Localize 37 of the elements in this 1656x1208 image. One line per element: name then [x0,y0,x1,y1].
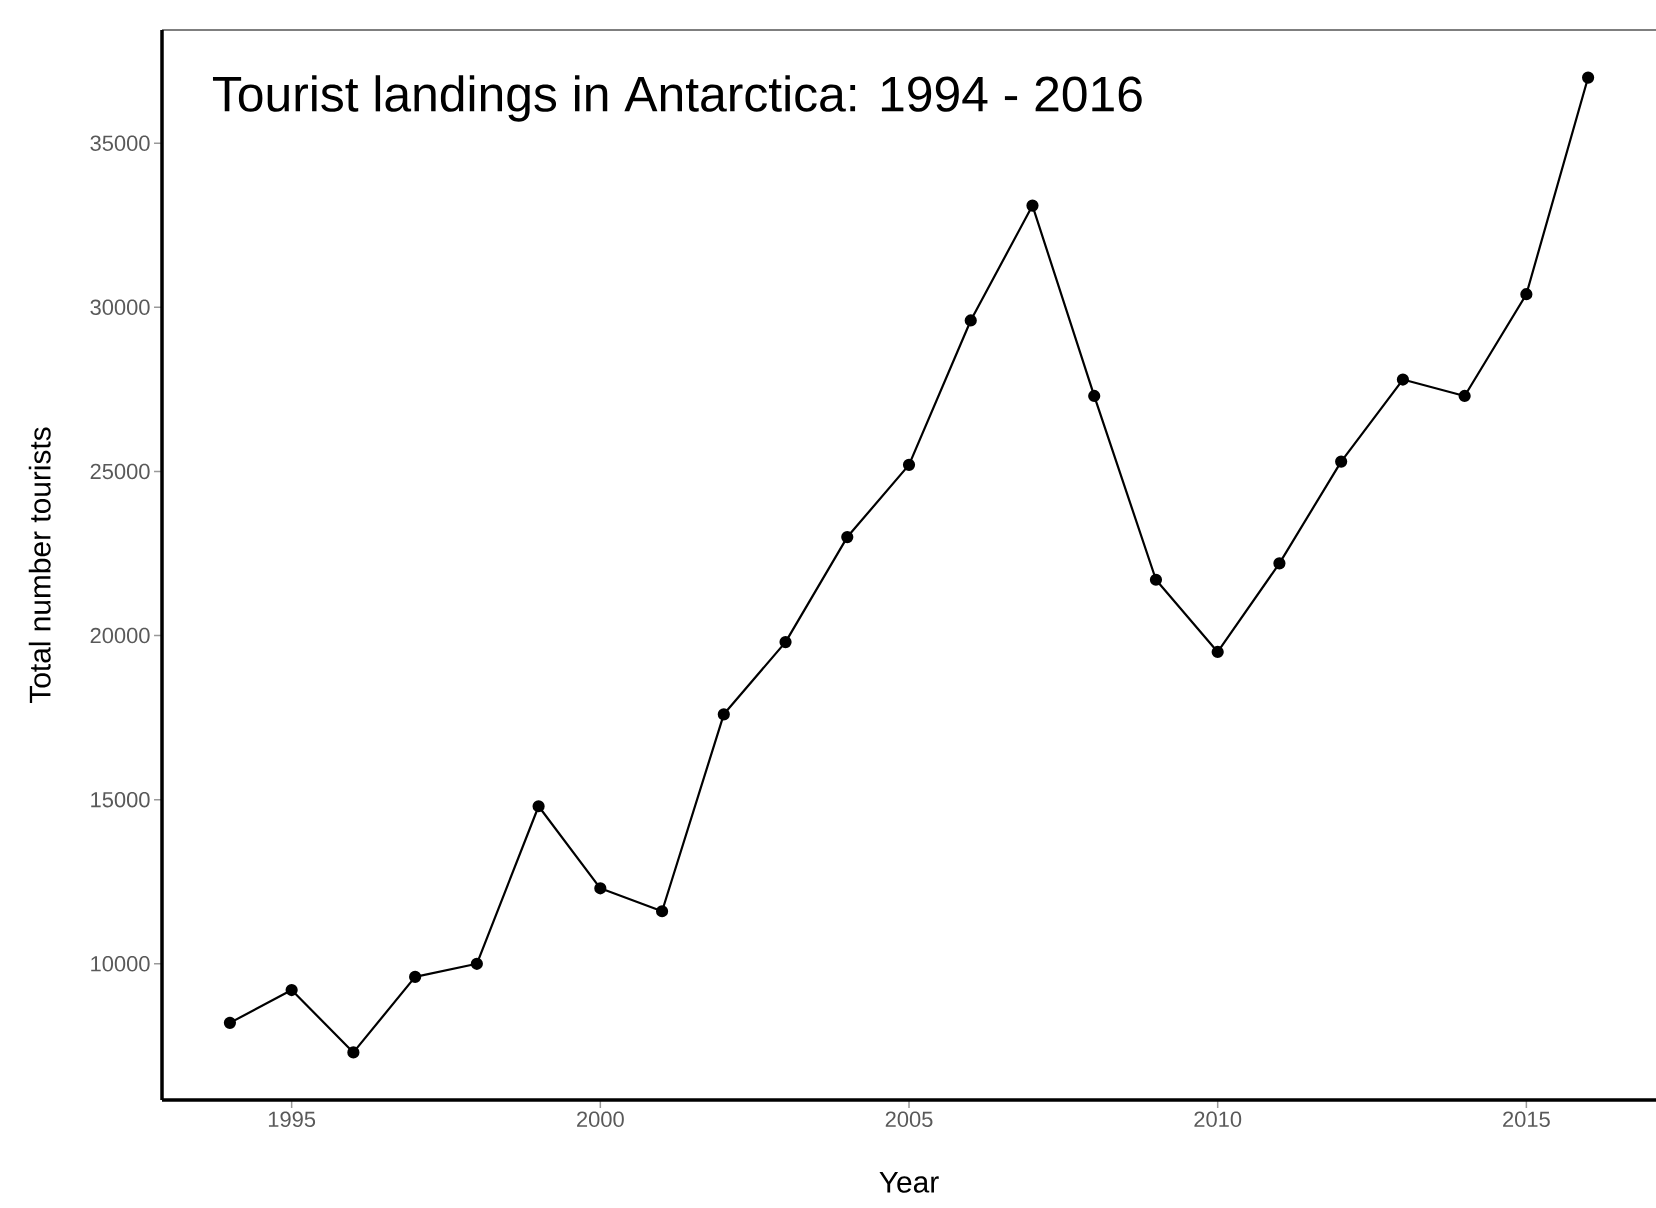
point [655,905,669,918]
point [964,314,977,327]
point [532,800,545,813]
point [1520,288,1533,301]
y-tick-label: 20000 [90,627,150,644]
point [1149,573,1163,586]
point [1396,373,1409,386]
point [409,970,422,984]
y-tick-label: 35000 [90,135,150,151]
y-tick-label: 25000 [90,463,150,480]
x-tick-label: 1995 [268,1111,316,1128]
x-tick-label: 2010 [1194,1111,1242,1128]
point [1026,199,1039,212]
point [470,957,483,970]
x-tick-label: 2000 [577,1111,624,1128]
y-axis-title: Total number tourists [28,427,51,704]
y-tick-label: 15000 [91,791,150,808]
point [347,1046,360,1059]
point [902,458,916,471]
text: Tourist landings in Antarctica: 1994 - 2016 [212,75,1142,122]
x-tick-label: 2015 [1503,1111,1550,1128]
point [1582,71,1595,84]
y-tick-label: 30000 [90,299,150,316]
point [779,636,792,649]
x-axis-title: Year [879,1171,939,1193]
x-tick-label: 2005 [885,1111,933,1128]
point [841,530,854,544]
point [223,1016,237,1029]
point [1088,389,1101,403]
point [717,708,730,721]
point [285,983,298,997]
point [1211,645,1224,659]
point [1335,455,1348,468]
y-tick-label: 10000 [91,956,150,972]
point [1458,389,1471,403]
point [1273,557,1286,570]
point [594,882,607,895]
